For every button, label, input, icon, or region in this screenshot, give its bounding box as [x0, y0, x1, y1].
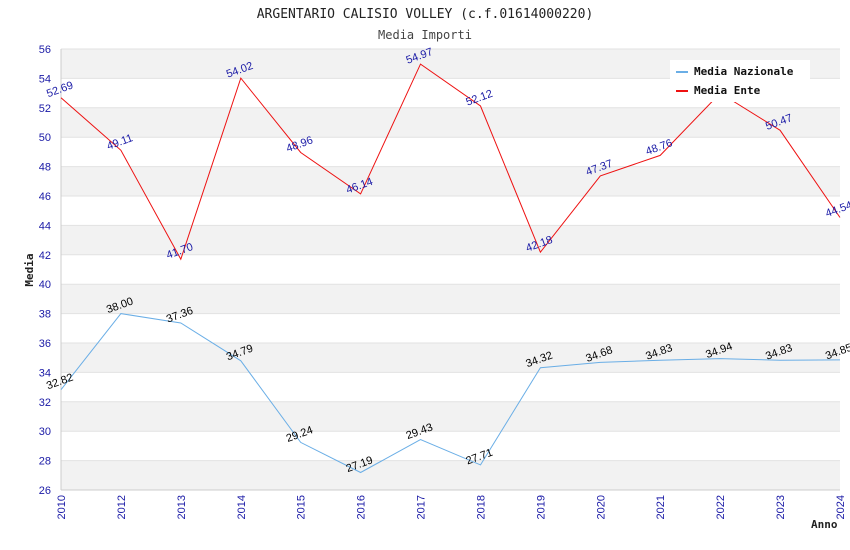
- x-tick-2010: 2010: [56, 495, 68, 519]
- y-tick-52: 52: [39, 103, 51, 115]
- chart-title: ARGENTARIO CALISIO VOLLEY (c.f.016140002…: [257, 7, 594, 22]
- y-tick-44: 44: [39, 220, 51, 232]
- y-tick-54: 54: [39, 73, 51, 85]
- band-34: [61, 343, 840, 373]
- band-40: [61, 254, 840, 285]
- band-38: [61, 284, 840, 314]
- x-tick-2013: 2013: [176, 495, 188, 519]
- x-tick-2014: 2014: [236, 495, 248, 519]
- x-tick-2016: 2016: [356, 495, 368, 519]
- y-axis-ticks: 26 28 30 32 34 36 38 40 42 44 46 48 50 52 54 56: [39, 44, 51, 497]
- y-tick-50: 50: [39, 132, 51, 144]
- x-tick-2024: 2024: [835, 495, 847, 519]
- series-line-media-nazionale: [60, 313, 841, 474]
- y-tick-48: 48: [39, 162, 51, 174]
- x-axis-label: Anno: [811, 518, 838, 531]
- series-line-media-ente: [60, 63, 841, 261]
- band-28: [61, 431, 840, 461]
- legend-label-media-nazionale: Media Nazionale: [694, 65, 794, 78]
- y-tick-32: 32: [39, 397, 51, 409]
- x-tick-2015: 2015: [296, 495, 308, 519]
- y-tick-34: 34: [39, 367, 51, 379]
- legend-label-media-ente: Media Ente: [694, 84, 761, 97]
- y-tick-26: 26: [39, 485, 51, 497]
- x-tick-2019: 2019: [535, 495, 547, 519]
- y-tick-36: 36: [39, 338, 51, 350]
- y-tick-56: 56: [39, 44, 51, 56]
- plot-background-bands: [61, 49, 840, 490]
- band-26: [61, 460, 840, 490]
- band-32: [61, 372, 840, 402]
- y-tick-40: 40: [39, 279, 51, 291]
- band-36: [61, 313, 840, 343]
- legend-box: [670, 60, 810, 102]
- band-50: [61, 107, 840, 138]
- x-tick-2018: 2018: [475, 495, 487, 519]
- x-tick-2023: 2023: [775, 495, 787, 519]
- y-tick-28: 28: [39, 456, 51, 468]
- x-tick-2021: 2021: [655, 495, 667, 519]
- y-axis-label: Media: [23, 253, 36, 286]
- band-30: [61, 401, 840, 432]
- x-tick-2020: 2020: [595, 495, 607, 519]
- y-tick-38: 38: [39, 309, 51, 321]
- y-tick-46: 46: [39, 191, 51, 203]
- x-tick-2022: 2022: [715, 495, 727, 519]
- band-48: [61, 137, 840, 167]
- y-tick-30: 30: [39, 426, 51, 438]
- series-group: [60, 63, 841, 474]
- chart-subtitle: Media Importi: [378, 28, 472, 42]
- band-44: [61, 196, 840, 226]
- band-46: [61, 166, 840, 196]
- x-tick-2017: 2017: [416, 495, 428, 519]
- x-tick-2012: 2012: [116, 495, 128, 519]
- y-tick-42: 42: [39, 250, 51, 262]
- legend: Media Nazionale Media Ente: [670, 60, 810, 102]
- x-axis-ticks: 2010 2012 2013 2014 2015 2016 2017 2018 2019 2020…: [56, 495, 847, 519]
